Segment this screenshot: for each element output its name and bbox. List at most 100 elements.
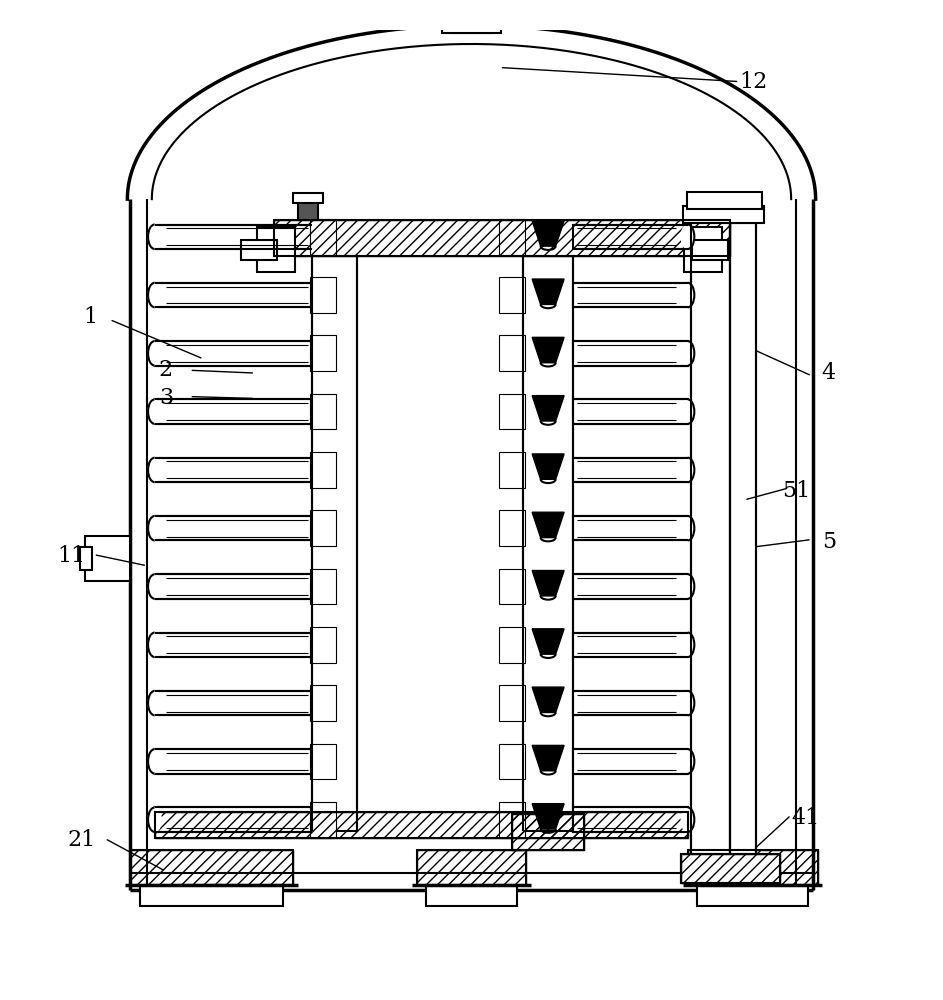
Bar [573,225,687,249]
Bar [499,510,525,546]
Text: 4: 4 [821,362,835,384]
Bar [730,223,756,862]
Bar [690,223,730,873]
Bar [499,219,525,255]
Bar [681,854,780,883]
Text: 12: 12 [739,71,768,93]
Bar [573,283,687,307]
Bar [310,744,336,779]
Bar [683,206,764,223]
Ellipse shape [681,458,694,482]
Ellipse shape [681,749,694,774]
Bar [274,220,730,256]
Bar [155,574,312,599]
Bar [417,850,526,885]
Bar [499,394,525,429]
Bar [687,192,762,209]
Text: 41: 41 [791,807,819,829]
Bar [573,399,687,424]
Ellipse shape [681,225,694,249]
Ellipse shape [681,341,694,366]
Bar [681,854,780,883]
Bar [573,691,687,715]
Bar [692,240,728,260]
Bar [241,240,277,260]
Bar [155,225,312,249]
Bar [155,458,312,482]
Bar [312,256,356,831]
Polygon shape [532,221,564,246]
Polygon shape [532,745,564,771]
Text: 3: 3 [158,387,174,409]
Bar [499,335,525,371]
Bar [130,850,293,885]
Bar [310,802,336,838]
Ellipse shape [148,574,161,599]
Ellipse shape [681,574,694,599]
Bar [499,802,525,838]
Bar [417,850,526,885]
Polygon shape [532,629,564,654]
Polygon shape [532,454,564,479]
Ellipse shape [148,399,161,424]
Ellipse shape [681,807,694,832]
Bar [155,341,312,366]
Bar [80,547,91,570]
Bar [573,516,687,540]
Bar [155,691,312,715]
Ellipse shape [681,691,694,715]
Bar [155,633,312,657]
Bar [499,277,525,313]
Bar [426,885,517,906]
Bar [310,394,336,429]
Bar [310,452,336,488]
Ellipse shape [681,399,694,424]
Bar [512,814,585,850]
Bar [512,814,585,850]
Bar [274,220,730,256]
Bar [573,633,687,657]
Ellipse shape [681,283,694,307]
Bar [573,807,687,832]
Bar [293,193,323,203]
Ellipse shape [681,516,694,540]
Bar [310,277,336,313]
Polygon shape [532,337,564,363]
Text: 21: 21 [67,829,95,851]
Bar [573,458,687,482]
Bar [687,850,818,885]
Bar [155,516,312,540]
Bar [140,885,284,906]
Bar [499,452,525,488]
Bar [573,749,687,774]
Bar [681,854,780,883]
Bar [697,885,808,906]
Bar [155,812,687,838]
Bar [573,574,687,599]
Ellipse shape [681,633,694,657]
Bar [155,807,312,832]
Polygon shape [532,687,564,712]
Bar [298,199,318,220]
Polygon shape [532,279,564,304]
Bar [573,341,687,366]
Ellipse shape [148,807,161,832]
Ellipse shape [148,691,161,715]
Polygon shape [532,571,564,596]
Bar [499,627,525,663]
Bar [257,227,295,272]
Ellipse shape [148,283,161,307]
Bar [452,0,491,33]
Bar [499,685,525,721]
Polygon shape [532,804,564,829]
Bar [310,335,336,371]
Bar [155,399,312,424]
Bar [85,536,130,581]
Bar [155,812,687,838]
Bar [499,569,525,604]
Bar [310,627,336,663]
Bar [155,749,312,774]
Text: 51: 51 [782,480,810,502]
Polygon shape [532,512,564,538]
Bar [155,283,312,307]
